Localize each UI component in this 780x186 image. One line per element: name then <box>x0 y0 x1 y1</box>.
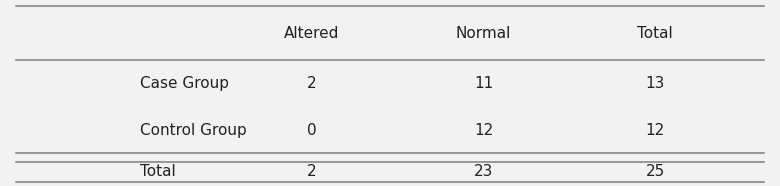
Text: 23: 23 <box>474 164 493 179</box>
Text: Total: Total <box>637 26 673 41</box>
Text: Control Group: Control Group <box>140 123 247 138</box>
Text: 12: 12 <box>646 123 665 138</box>
Text: 0: 0 <box>307 123 317 138</box>
Text: Normal: Normal <box>456 26 511 41</box>
Text: 2: 2 <box>307 76 317 91</box>
Text: Total: Total <box>140 164 176 179</box>
Text: 2: 2 <box>307 164 317 179</box>
Text: Case Group: Case Group <box>140 76 229 91</box>
Text: Altered: Altered <box>285 26 339 41</box>
Text: 11: 11 <box>474 76 493 91</box>
Text: 13: 13 <box>646 76 665 91</box>
Text: 25: 25 <box>646 164 665 179</box>
Text: 12: 12 <box>474 123 493 138</box>
